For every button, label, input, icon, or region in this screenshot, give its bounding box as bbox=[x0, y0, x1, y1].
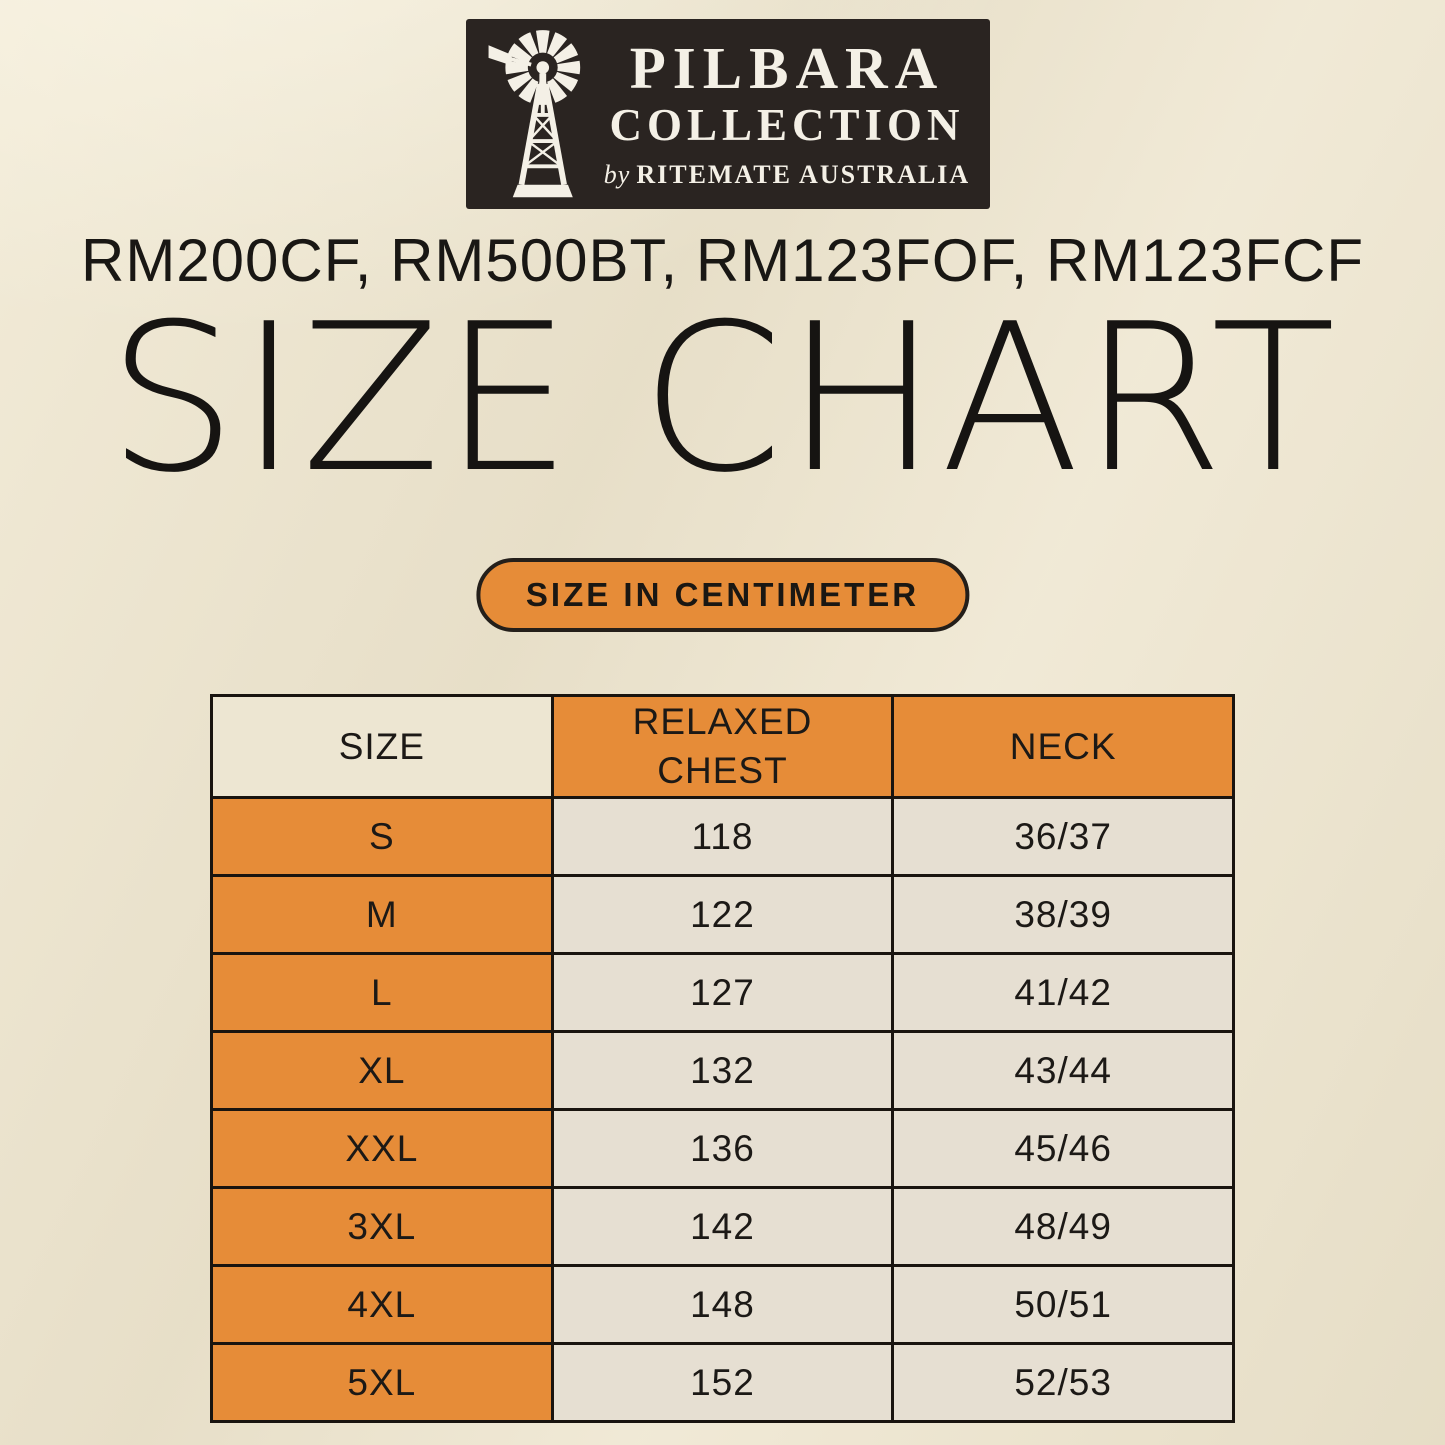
neck-cell: 50/51 bbox=[891, 1264, 1235, 1345]
brand-byline: by RITEMATE AUSTRALIA bbox=[604, 160, 970, 190]
unit-badge: SIZE IN CENTIMETER bbox=[475, 558, 970, 632]
header-neck: NECK bbox=[891, 694, 1235, 799]
table-row: 5XL 152 52/53 bbox=[210, 1342, 1235, 1423]
table-row: M 122 38/39 bbox=[210, 874, 1235, 955]
chest-cell: 148 bbox=[550, 1264, 895, 1345]
windmill-icon bbox=[488, 30, 581, 198]
byline-prefix: by bbox=[603, 159, 631, 189]
size-cell: 4XL bbox=[210, 1264, 554, 1345]
header-relaxed-chest: RELAXED CHEST bbox=[550, 694, 895, 799]
neck-cell: 41/42 bbox=[891, 952, 1235, 1033]
neck-cell: 45/46 bbox=[891, 1108, 1235, 1189]
chest-cell: 118 bbox=[550, 796, 895, 877]
product-codes: RM200CF, RM500BT, RM123FOF, RM123FCF bbox=[81, 227, 1364, 294]
table-row: L 127 41/42 bbox=[210, 952, 1235, 1033]
chest-cell: 122 bbox=[550, 874, 895, 955]
size-cell: S bbox=[210, 796, 554, 877]
chest-cell: 132 bbox=[550, 1030, 895, 1111]
brand-text-block: PILBARA COLLECTION by RITEMATE AUSTRALIA bbox=[602, 35, 972, 190]
size-cell: XXL bbox=[210, 1108, 554, 1189]
header-size: SIZE bbox=[210, 694, 554, 799]
brand-logo: PILBARA COLLECTION by RITEMATE AUSTRALIA bbox=[466, 19, 990, 209]
neck-cell: 36/37 bbox=[891, 796, 1235, 877]
size-cell: 3XL bbox=[210, 1186, 554, 1267]
byline-company: RITEMATE AUSTRALIA bbox=[636, 159, 971, 189]
unit-badge-label: SIZE IN CENTIMETER bbox=[525, 576, 920, 613]
neck-cell: 43/44 bbox=[891, 1030, 1235, 1111]
chest-cell: 142 bbox=[550, 1186, 895, 1267]
size-table: SIZE RELAXED CHEST NECK S 118 36/37 M 12… bbox=[210, 694, 1235, 1423]
size-cell: XL bbox=[210, 1030, 554, 1111]
brand-name: PILBARA bbox=[629, 35, 945, 102]
size-cell: L bbox=[210, 952, 554, 1033]
neck-cell: 48/49 bbox=[891, 1186, 1235, 1267]
size-table-header: SIZE RELAXED CHEST NECK bbox=[210, 694, 1235, 799]
table-row: 3XL 142 48/49 bbox=[210, 1186, 1235, 1267]
neck-cell: 52/53 bbox=[891, 1342, 1235, 1423]
chest-cell: 152 bbox=[550, 1342, 895, 1423]
size-cell: M bbox=[210, 874, 554, 955]
size-cell: 5XL bbox=[210, 1342, 554, 1423]
chest-cell: 127 bbox=[550, 952, 895, 1033]
header-row: SIZE RELAXED CHEST NECK bbox=[210, 694, 1235, 799]
table-row: XXL 136 45/46 bbox=[210, 1108, 1235, 1189]
table-row: S 118 36/37 bbox=[210, 796, 1235, 877]
chest-cell: 136 bbox=[550, 1108, 895, 1189]
neck-cell: 38/39 bbox=[891, 874, 1235, 955]
brand-collection-label: COLLECTION bbox=[609, 100, 965, 151]
page-title: SIZE CHART bbox=[107, 281, 1338, 518]
table-row: 4XL 148 50/51 bbox=[210, 1264, 1235, 1345]
table-row: XL 132 43/44 bbox=[210, 1030, 1235, 1111]
